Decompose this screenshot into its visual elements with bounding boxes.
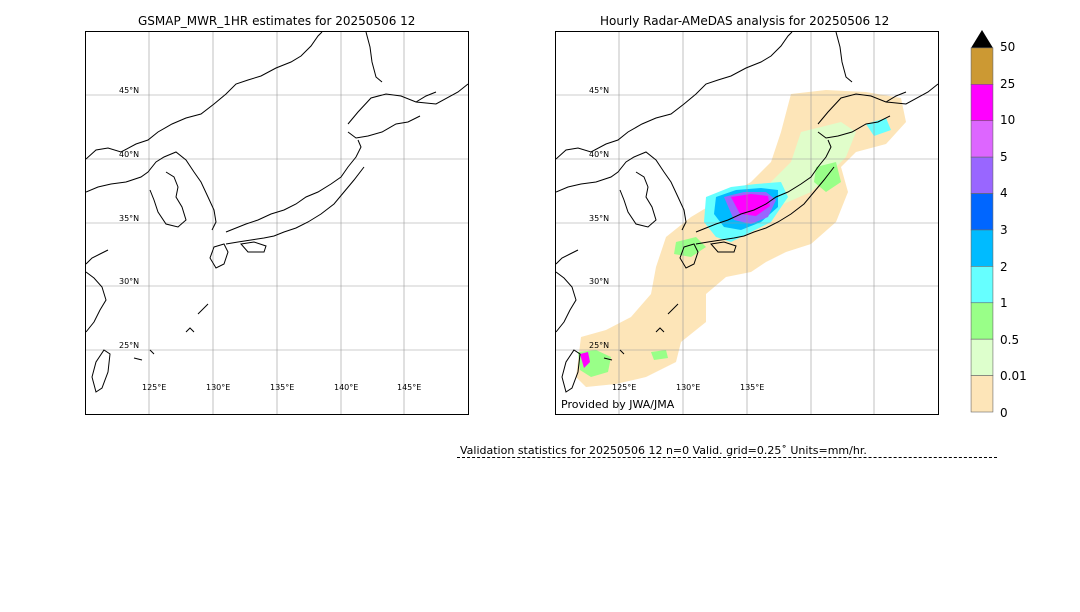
colorbar-tick-label: 3 [1000, 223, 1008, 237]
colorbar-tick-label: 4 [1000, 186, 1008, 201]
colorbar-extend-triangle [971, 30, 993, 48]
lat-label-30: 30°N [119, 277, 139, 286]
lat-label-45: 45°N [119, 86, 139, 95]
colorbar-tick-label: 0 [1000, 406, 1008, 420]
colorbar-swatch [970, 120, 994, 158]
lon-label-125: 125°E [612, 383, 636, 392]
colorbar-tick-label: 0.01 [1000, 369, 1027, 384]
colorbar-swatch [970, 302, 994, 340]
validation-divider [457, 457, 997, 458]
colorbar-tick-label: 1 [1000, 296, 1008, 311]
radar-map-panel: 45°N 40°N 35°N 30°N 25°N 125°E 130°E 135… [555, 31, 939, 415]
lat-label-25: 25°N [119, 341, 139, 350]
lon-label-130: 130°E [206, 383, 230, 392]
lat-label-35: 35°N [119, 214, 139, 223]
gsmap-map: 45°N 40°N 35°N 30°N 25°N 125°E 130°E 135… [86, 32, 468, 414]
colorbar-swatch [970, 84, 994, 122]
lon-label-145: 145°E [397, 383, 421, 392]
colorbar-swatch [970, 266, 994, 304]
radar-map: 45°N 40°N 35°N 30°N 25°N 125°E 130°E 135… [556, 32, 938, 414]
gsmap-map-panel: 45°N 40°N 35°N 30°N 25°N 125°E 130°E 135… [85, 31, 469, 415]
right-panel-title: Hourly Radar-AMeDAS analysis for 2025050… [600, 14, 890, 28]
lon-label-135: 135°E [270, 383, 294, 392]
grid-lines [86, 32, 468, 414]
lon-label-130: 130°E [676, 383, 700, 392]
colorbar-tick-label: 2 [1000, 259, 1008, 274]
coastlines [556, 32, 938, 393]
colorbar-tick-label: 0.5 [1000, 332, 1020, 347]
lon-label-135: 135°E [740, 383, 764, 392]
grid-lines [556, 32, 938, 414]
colorbar-swatches [970, 47, 994, 413]
colorbar-tick-label: 25 [1000, 76, 1016, 91]
data-credit: Provided by JWA/JMA [561, 398, 675, 411]
colorbar-swatch [970, 229, 994, 267]
lon-label-140: 140°E [334, 383, 358, 392]
colorbar-swatch [970, 193, 994, 231]
colorbar-tick-label: 10 [1000, 113, 1016, 128]
lat-label-35: 35°N [589, 214, 609, 223]
validation-statistics: Validation statistics for 20250506 12 n=… [460, 444, 867, 457]
lat-label-40: 40°N [589, 150, 609, 159]
left-panel-title: GSMAP_MWR_1HR estimates for 20250506 12 [138, 14, 416, 28]
lat-label-45: 45°N [589, 86, 609, 95]
colorbar-swatch [970, 375, 994, 413]
colorbar-swatch [970, 47, 994, 85]
lat-label-30: 30°N [589, 277, 609, 286]
colorbar-swatch [970, 156, 994, 194]
colorbar-tick-label: 50 [1000, 40, 1016, 54]
lon-label-125: 125°E [142, 383, 166, 392]
colorbar-tick-label: 5 [1000, 149, 1008, 164]
colorbar-swatch [970, 338, 994, 376]
lat-label-25: 25°N [589, 341, 609, 350]
colorbar [970, 30, 994, 413]
coastlines [86, 32, 468, 393]
lat-label-40: 40°N [119, 150, 139, 159]
